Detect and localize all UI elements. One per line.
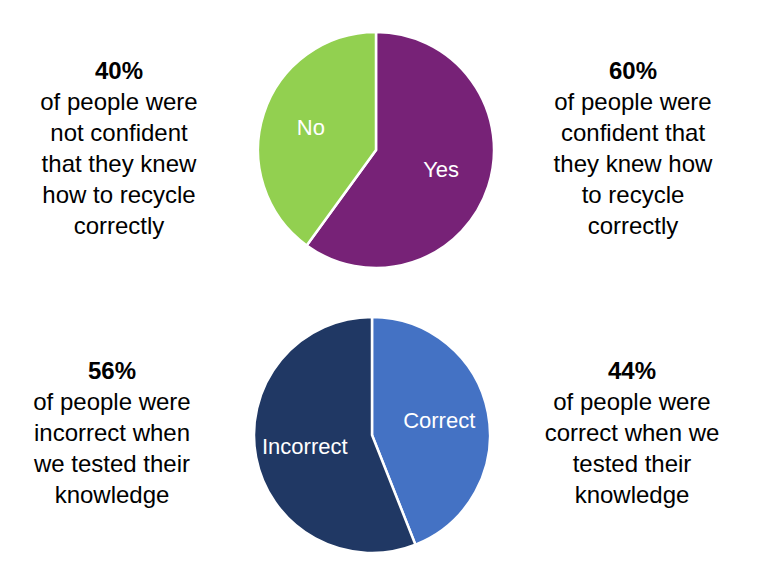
annotation-line: how to recycle [42, 181, 195, 208]
value-label: 44% [608, 357, 656, 384]
pie-slice [258, 32, 376, 245]
annotation-line: confident that [561, 119, 705, 146]
annotation-line: that they knew [42, 150, 197, 177]
slice-label: No [297, 115, 325, 140]
annotation-line: to recycle [582, 181, 685, 208]
value-label: 56% [88, 357, 136, 384]
annotation-line: knowledge [575, 481, 690, 508]
annotation-line: of people were [553, 388, 710, 415]
chart-svg: Yes 60% of people were confident that they k… [0, 0, 760, 580]
annotation-line: incorrect when [34, 419, 190, 446]
annotation-line: knowledge [55, 481, 170, 508]
annotation-line: of people were [40, 88, 197, 115]
chart-root: Yes 60% of people were confident that they k… [0, 0, 760, 580]
value-label: 60% [609, 57, 657, 84]
annotation-line: tested their [573, 450, 692, 477]
pie-chart: Correct 44% of people were correct when we t… [33, 317, 719, 553]
slice-label: Yes [423, 157, 459, 182]
annotation-line: correctly [74, 212, 165, 239]
annotation-line: not confident [50, 119, 188, 146]
annotation-line: of people were [554, 88, 711, 115]
annotation-line: correct when we [545, 419, 720, 446]
value-label: 40% [95, 57, 143, 84]
pie-chart: Yes 60% of people were confident that they k… [40, 32, 713, 268]
pie-slice [254, 317, 415, 553]
annotation-line: of people were [33, 388, 190, 415]
annotation-line: we tested their [33, 450, 190, 477]
slice-label: Incorrect [262, 434, 348, 459]
annotation-line: they knew how [554, 150, 713, 177]
slice-label: Correct [403, 408, 475, 433]
annotation-line: correctly [588, 212, 679, 239]
